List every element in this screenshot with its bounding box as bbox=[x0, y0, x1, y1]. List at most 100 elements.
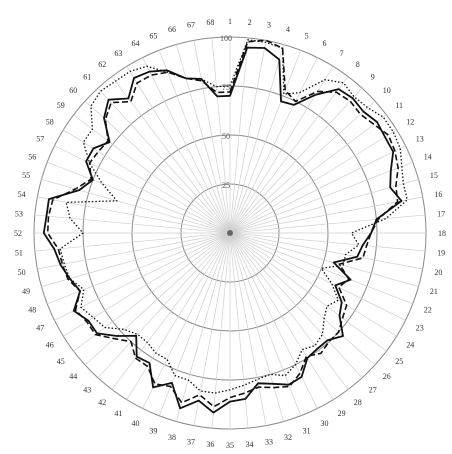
category-label: 1 bbox=[228, 17, 232, 26]
spoke-54 bbox=[37, 196, 231, 234]
category-label: 13 bbox=[416, 135, 424, 144]
category-label: 50 bbox=[18, 268, 26, 277]
spoke-27 bbox=[229, 232, 363, 379]
category-label: 17 bbox=[437, 209, 445, 218]
category-label: 54 bbox=[18, 190, 26, 199]
category-label: 23 bbox=[416, 324, 424, 333]
spoke-3 bbox=[229, 40, 267, 234]
spoke-49 bbox=[41, 232, 231, 287]
category-label: 5 bbox=[305, 31, 309, 40]
spoke-48 bbox=[47, 232, 231, 305]
radial-tick-labels: 25 50 75 100 bbox=[220, 34, 232, 190]
category-label: 29 bbox=[338, 409, 346, 418]
category-label: 21 bbox=[430, 287, 438, 296]
category-label: 38 bbox=[168, 433, 176, 442]
category-label: 44 bbox=[69, 372, 77, 381]
radial-tick-label: 25 bbox=[222, 181, 230, 190]
spoke-55 bbox=[41, 179, 231, 234]
category-label: 39 bbox=[149, 427, 157, 436]
spoke-38 bbox=[176, 232, 231, 422]
series-line-solid bbox=[42, 46, 403, 414]
spoke-63 bbox=[126, 66, 231, 234]
spoke-4 bbox=[229, 44, 284, 234]
spoke-34 bbox=[229, 232, 249, 429]
category-label: 12 bbox=[406, 117, 414, 126]
category-label: 37 bbox=[187, 437, 195, 446]
spoke-58 bbox=[63, 129, 231, 234]
spoke-59 bbox=[73, 114, 231, 234]
spoke-28 bbox=[229, 232, 349, 390]
spoke-31 bbox=[229, 232, 302, 416]
spoke-65 bbox=[158, 50, 231, 234]
spoke-51 bbox=[34, 232, 231, 252]
category-label: 11 bbox=[395, 101, 403, 110]
spoke-9 bbox=[229, 87, 363, 234]
radial-tick-label: 75 bbox=[222, 83, 230, 92]
category-label: 42 bbox=[98, 398, 106, 407]
radial-tick-label: 50 bbox=[222, 132, 230, 141]
category-label: 47 bbox=[36, 324, 44, 333]
spoke-20 bbox=[229, 232, 423, 270]
category-label: 31 bbox=[303, 427, 311, 436]
category-label: 35 bbox=[226, 441, 234, 450]
category-label: 16 bbox=[434, 190, 442, 199]
category-labels: 1 2 3 4567891011121314151617181920212223242… bbox=[14, 17, 446, 450]
category-label: 53 bbox=[15, 209, 23, 218]
category-label: 24 bbox=[406, 341, 414, 350]
spoke-24 bbox=[229, 232, 397, 337]
category-label: 20 bbox=[434, 268, 442, 277]
spoke-16 bbox=[229, 196, 423, 234]
category-label: 15 bbox=[430, 171, 438, 180]
category-label: 26 bbox=[383, 372, 391, 381]
spoke-21 bbox=[229, 232, 419, 287]
category-label: 33 bbox=[265, 437, 273, 446]
category-label: 45 bbox=[57, 357, 65, 366]
spoke-12 bbox=[229, 129, 397, 234]
category-label: 4 bbox=[286, 25, 290, 34]
spoke-29 bbox=[229, 232, 334, 400]
spoke-8 bbox=[229, 76, 349, 234]
category-label: 19 bbox=[437, 249, 445, 258]
spoke-25 bbox=[229, 232, 387, 352]
category-label: 28 bbox=[354, 398, 362, 407]
spoke-47 bbox=[54, 232, 231, 321]
category-label: 14 bbox=[424, 152, 432, 161]
category-label: 34 bbox=[246, 440, 254, 449]
spoke-42 bbox=[111, 232, 231, 390]
spoke-11 bbox=[229, 114, 387, 234]
spoke-46 bbox=[63, 232, 231, 337]
spoke-68 bbox=[211, 37, 231, 234]
category-label: 18 bbox=[438, 229, 446, 238]
center-hub bbox=[227, 230, 233, 236]
spoke-60 bbox=[84, 100, 231, 234]
spoke-14 bbox=[229, 161, 413, 234]
spoke-64 bbox=[142, 57, 231, 234]
category-label: 63 bbox=[114, 49, 122, 58]
category-label: 9 bbox=[371, 72, 375, 81]
category-label: 27 bbox=[369, 386, 377, 395]
category-label: 59 bbox=[57, 101, 65, 110]
category-label: 58 bbox=[46, 117, 54, 126]
category-label: 65 bbox=[149, 31, 157, 40]
spoke-13 bbox=[229, 145, 406, 234]
spoke-26 bbox=[229, 232, 376, 366]
category-label: 6 bbox=[323, 39, 327, 48]
category-label: 41 bbox=[114, 409, 122, 418]
series-line-dotted bbox=[59, 39, 408, 394]
category-label: 57 bbox=[36, 135, 44, 144]
spoke-30 bbox=[229, 232, 318, 409]
spoke-45 bbox=[73, 232, 231, 352]
spoke-2 bbox=[229, 37, 249, 234]
category-label: 36 bbox=[206, 440, 214, 449]
spoke-66 bbox=[176, 44, 231, 234]
category-label: 68 bbox=[206, 18, 214, 27]
spoke-33 bbox=[229, 232, 267, 426]
category-label: 3 bbox=[267, 21, 271, 30]
category-label: 56 bbox=[28, 152, 36, 161]
spoke-56 bbox=[47, 161, 231, 234]
category-label: 55 bbox=[22, 171, 30, 180]
spoke-10 bbox=[229, 100, 376, 234]
spoke-57 bbox=[54, 145, 231, 234]
series-line-dashed bbox=[46, 39, 399, 408]
